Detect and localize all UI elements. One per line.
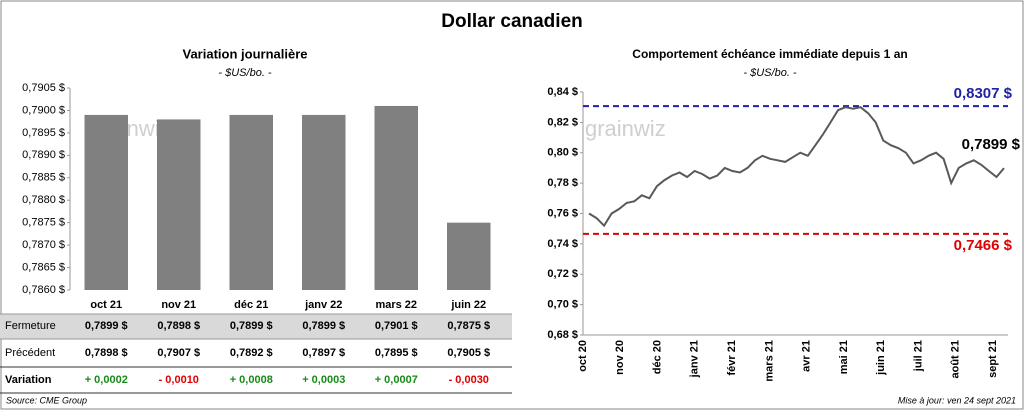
y-tick-label: 0,72 $ xyxy=(547,268,578,280)
x-tick-label: sept 21 xyxy=(987,340,999,378)
x-tick-label: janv 21 xyxy=(689,340,701,378)
table-cell: + 0,0008 xyxy=(230,374,273,386)
table-cell: 0,7907 $ xyxy=(157,347,200,359)
chart-subtitle: - $US/bo. - xyxy=(218,67,272,79)
row-highlight xyxy=(0,314,512,339)
y-tick-label: 0,80 $ xyxy=(547,147,578,159)
page-title: Dollar canadien xyxy=(441,11,583,32)
x-tick-label: déc 21 xyxy=(234,299,268,311)
row-label: Fermeture xyxy=(5,320,56,332)
chart-subtitle: - $US/bo. - xyxy=(743,67,797,79)
x-tick-label: déc 20 xyxy=(651,340,663,374)
table-cell: 0,7899 $ xyxy=(302,320,345,332)
table-cell: 0,7898 $ xyxy=(157,320,200,332)
table-cell: + 0,0003 xyxy=(302,374,345,386)
y-tick-label: 0,7870 $ xyxy=(22,239,65,251)
y-tick-label: 0,68 $ xyxy=(547,329,578,341)
watermark: grainwiz xyxy=(585,116,666,141)
table-cell: 0,7892 $ xyxy=(230,347,273,359)
table-cell: 0,7905 $ xyxy=(447,347,490,359)
y-tick-label: 0,82 $ xyxy=(547,116,578,128)
chart-title: Comportement échéance immédiate depuis 1… xyxy=(632,47,907,61)
last-value-label: 0,7899 $ xyxy=(962,136,1021,153)
y-tick-label: 0,76 $ xyxy=(547,207,578,219)
y-tick-label: 0,7905 $ xyxy=(22,82,65,94)
x-tick-label: mars 21 xyxy=(763,340,775,382)
table-cell: 0,7895 $ xyxy=(375,347,418,359)
chart-title: Variation journalière xyxy=(183,46,308,61)
source: Source: CME Group xyxy=(6,395,87,405)
reference-label: 0,7466 $ xyxy=(954,237,1013,254)
table-cell: 0,7899 $ xyxy=(230,320,273,332)
bar xyxy=(84,114,128,290)
x-tick-label: août 21 xyxy=(950,340,962,379)
x-tick-label: juin 21 xyxy=(875,340,887,376)
y-tick-label: 0,7885 $ xyxy=(22,172,65,184)
x-tick-label: nov 21 xyxy=(161,299,196,311)
x-tick-label: juil 21 xyxy=(912,340,924,372)
x-tick-label: nov 20 xyxy=(614,340,626,375)
table-cell: 0,7899 $ xyxy=(85,320,128,332)
table-cell: - 0,0030 xyxy=(449,374,489,386)
bar xyxy=(157,119,201,290)
bar xyxy=(229,114,273,290)
y-tick-label: 0,84 $ xyxy=(547,86,578,98)
x-tick-label: mai 21 xyxy=(838,340,850,374)
table-cell: 0,7898 $ xyxy=(85,347,128,359)
x-tick-label: oct 20 xyxy=(577,340,589,372)
x-tick-label: avr 21 xyxy=(801,340,813,372)
x-tick-label: févr 21 xyxy=(726,340,738,375)
y-tick-label: 0,74 $ xyxy=(547,238,578,250)
x-tick-label: janv 22 xyxy=(304,299,342,311)
reference-label: 0,8307 $ xyxy=(954,85,1013,102)
x-tick-label: juin 22 xyxy=(450,299,486,311)
bar xyxy=(447,222,491,290)
table-cell: 0,7901 $ xyxy=(375,320,418,332)
table-cell: + 0,0007 xyxy=(375,374,418,386)
table-cell: 0,7897 $ xyxy=(302,347,345,359)
y-tick-label: 0,7880 $ xyxy=(22,194,65,206)
row-label: Précédent xyxy=(5,347,55,359)
y-tick-label: 0,7890 $ xyxy=(22,149,65,161)
y-tick-label: 0,7895 $ xyxy=(22,127,65,139)
y-tick-label: 0,78 $ xyxy=(547,177,578,189)
y-tick-label: 0,7865 $ xyxy=(22,261,65,273)
y-tick-label: 0,70 $ xyxy=(547,299,578,311)
update-date: Mise à jour: ven 24 sept 2021 xyxy=(898,395,1016,405)
y-tick-label: 0,7860 $ xyxy=(22,284,65,296)
y-tick-label: 0,7875 $ xyxy=(22,217,65,229)
table-cell: + 0,0002 xyxy=(85,374,128,386)
y-tick-label: 0,7900 $ xyxy=(22,104,65,116)
bar xyxy=(302,114,346,290)
table-cell: - 0,0010 xyxy=(159,374,199,386)
bar xyxy=(374,105,418,290)
table-cell: 0,7875 $ xyxy=(447,320,490,332)
row-label: Variation xyxy=(5,374,52,386)
x-tick-label: oct 21 xyxy=(90,299,122,311)
x-tick-label: mars 22 xyxy=(375,299,417,311)
line xyxy=(588,106,1005,228)
